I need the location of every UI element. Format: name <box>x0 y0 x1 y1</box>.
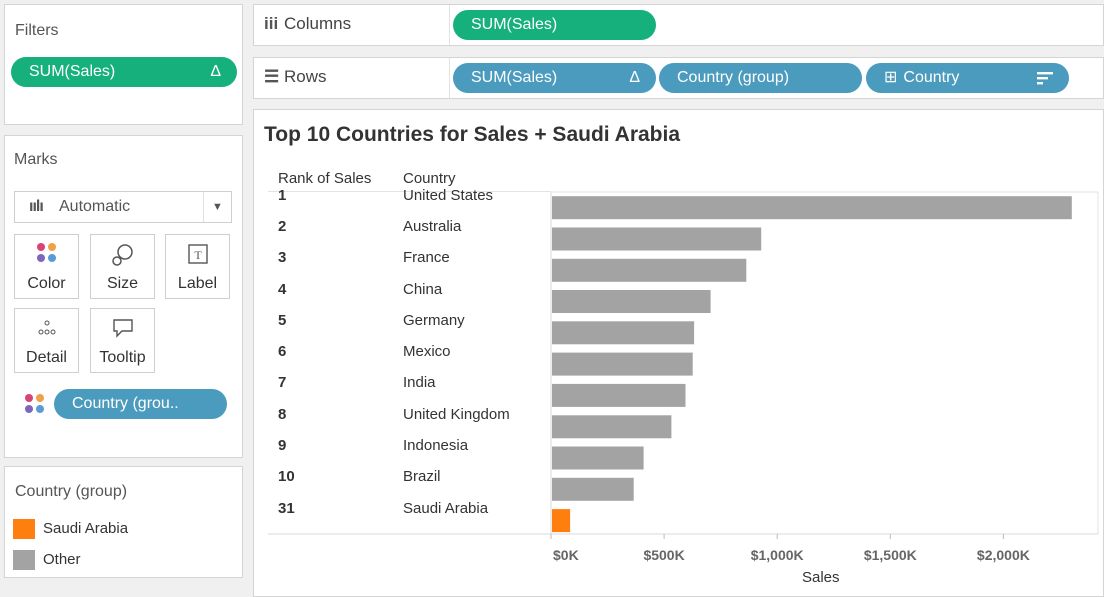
rank-cell: 9 <box>278 437 287 455</box>
rows-pill-country[interactable]: ⊞ Country <box>866 63 1069 93</box>
tooltip-label: Tooltip <box>99 349 146 366</box>
legend-swatch <box>13 519 35 539</box>
filters-title: Filters <box>15 22 59 39</box>
bar-mexico[interactable] <box>552 352 693 376</box>
columns-icon: iii <box>264 14 279 33</box>
size-button[interactable]: Size <box>90 234 155 299</box>
rank-cell: 4 <box>278 280 287 298</box>
tooltip-speech-icon <box>91 317 154 343</box>
columns-label: iii Columns <box>254 5 450 45</box>
chevron-down-icon: ▼ <box>203 192 231 222</box>
color-pill-label: Country (grou.. <box>72 395 179 412</box>
pill-label: SUM(Sales) <box>471 69 558 86</box>
country-cell[interactable]: Indonesia <box>403 437 469 455</box>
country-cell[interactable]: United Kingdom <box>403 405 510 423</box>
rank-cell: 31 <box>278 499 295 517</box>
bar-brazil[interactable] <box>552 477 634 501</box>
bar-chart-icon: ıılı <box>29 198 44 215</box>
filter-pill-label: SUM(Sales) <box>29 63 116 80</box>
detail-button[interactable]: Detail <box>14 308 79 373</box>
columns-shelf[interactable]: iii Columns <box>253 4 1104 46</box>
rank-cell: 7 <box>278 374 287 392</box>
legend-card: Country (group) Saudi Arabia Other <box>4 466 243 578</box>
filters-card: Filters SUM(Sales) Δ <box>4 4 243 125</box>
rank-cell: 3 <box>278 249 287 267</box>
pill-label: Country <box>903 69 960 86</box>
legend-label: Saudi Arabia <box>43 519 129 537</box>
delta-icon: Δ <box>629 69 640 86</box>
x-tick-label: $1,000K <box>751 547 804 563</box>
rows-pill-sum-sales[interactable]: SUM(Sales) Δ <box>453 63 656 93</box>
x-tick-label: $500K <box>643 547 684 563</box>
color-pill-country-group[interactable]: Country (grou.. <box>54 389 227 419</box>
color-palette-icon <box>15 243 78 269</box>
detail-label: Detail <box>26 349 67 366</box>
bar-australia[interactable] <box>552 227 762 251</box>
legend-item-saudi-arabia[interactable]: Saudi Arabia <box>13 519 128 539</box>
header-divider <box>268 191 551 192</box>
bar-china[interactable] <box>552 290 711 313</box>
country-cell[interactable]: United States <box>403 186 494 204</box>
x-tick-label: $0K <box>553 547 579 563</box>
detail-dots-icon <box>15 317 78 343</box>
bar-india[interactable] <box>552 383 686 407</box>
mark-type-value: Automatic <box>59 198 131 215</box>
rank-cell: 6 <box>278 343 287 361</box>
color-button[interactable]: Color <box>14 234 79 299</box>
rows-pill-country-group[interactable]: Country (group) <box>659 63 862 93</box>
sort-descending-icon <box>1037 63 1053 93</box>
size-icon <box>91 243 154 269</box>
rank-cell: 8 <box>278 405 287 423</box>
pill-label: SUM(Sales) <box>471 16 558 33</box>
country-cell[interactable]: Saudi Arabia <box>403 499 489 517</box>
color-label: Color <box>27 275 66 292</box>
expand-plus-icon: ⊞ <box>884 69 898 86</box>
columns-pill-sum-sales[interactable]: SUM(Sales) <box>453 10 656 40</box>
country-cell[interactable]: Mexico <box>403 343 451 361</box>
svg-text:T: T <box>194 248 202 262</box>
bar-indonesia[interactable] <box>552 446 644 470</box>
label-label: Label <box>177 275 218 292</box>
legend-swatch <box>13 550 35 570</box>
bar-france[interactable] <box>552 258 747 282</box>
country-cell[interactable]: India <box>403 374 436 392</box>
mark-type-select[interactable]: ıılı Automatic ▼ <box>14 191 232 223</box>
pill-label: Country (group) <box>677 69 790 86</box>
rank-cell: 2 <box>278 217 287 235</box>
legend-title: Country (group) <box>15 483 128 500</box>
country-cell[interactable]: Brazil <box>403 468 441 486</box>
bar-united-kingdom[interactable] <box>552 415 672 439</box>
size-label: Size <box>106 275 139 292</box>
bar-united-states[interactable] <box>552 196 1072 220</box>
x-tick-label: $2,000K <box>977 547 1030 563</box>
country-cell[interactable]: China <box>403 280 443 298</box>
rank-cell: 10 <box>278 468 295 486</box>
country-column-header: Country <box>403 170 456 187</box>
viz-title: Top 10 Countries for Sales + Saudi Arabi… <box>264 123 681 146</box>
rank-cell: 5 <box>278 311 287 329</box>
rows-label: ☰ Rows <box>254 58 450 98</box>
marks-title: Marks <box>14 151 58 168</box>
x-tick-label: $1,500K <box>864 547 917 563</box>
legend-label: Other <box>43 550 81 568</box>
country-cell[interactable]: Germany <box>403 311 465 329</box>
legend-item-other[interactable]: Other <box>13 550 81 570</box>
rows-icon: ☰ <box>264 67 280 86</box>
rank-column-header: Rank of Sales <box>278 170 372 187</box>
delta-icon: Δ <box>210 63 221 80</box>
tooltip-button[interactable]: Tooltip <box>90 308 155 373</box>
x-axis-title: Sales <box>802 569 840 586</box>
label-button[interactable]: T Label <box>165 234 230 299</box>
text-label-icon: T <box>166 243 229 269</box>
bar-germany[interactable] <box>552 321 695 345</box>
country-cell[interactable]: France <box>403 249 450 267</box>
color-encoding-icon <box>25 394 45 414</box>
bar-saudi-arabia[interactable] <box>552 509 571 533</box>
country-cell[interactable]: Australia <box>403 217 462 235</box>
rank-cell: 1 <box>278 186 287 204</box>
filter-pill-sum-sales[interactable]: SUM(Sales) Δ <box>11 57 237 87</box>
